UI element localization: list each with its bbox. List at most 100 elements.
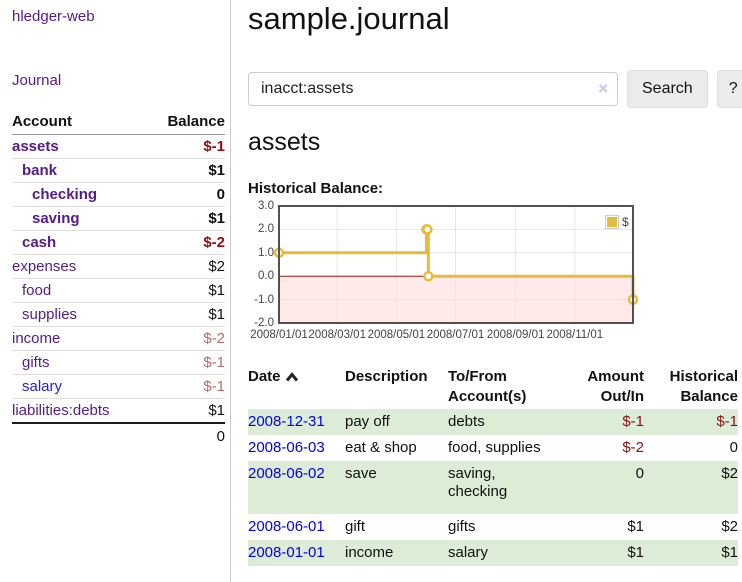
account-row: bank $1	[12, 158, 225, 183]
account-link[interactable]: supplies	[22, 306, 78, 323]
transaction-date-link[interactable]: 2008-06-02	[248, 465, 325, 482]
col-amount: Amount Out/In	[587, 368, 644, 405]
account-balance: $1	[145, 158, 225, 183]
account-link[interactable]: food	[22, 282, 52, 299]
account-balance: 0	[145, 182, 225, 207]
account-row: checking 0	[12, 182, 225, 207]
transaction-description: save	[345, 465, 377, 482]
transaction-accounts: food, supplies	[448, 439, 541, 456]
x-axis-tick-label: 2008/11/01	[546, 329, 604, 341]
chart-legend: $	[605, 215, 629, 229]
transaction-balance: $2	[721, 465, 738, 482]
chart-title: Historical Balance:	[248, 180, 384, 197]
account-link[interactable]: assets	[12, 138, 59, 155]
search-input[interactable]	[248, 72, 618, 106]
account-link[interactable]: expenses	[12, 258, 77, 275]
x-axis-tick-label: 2008/07/01	[426, 329, 485, 341]
sidebar-nav: Journal	[12, 72, 224, 90]
accounts-col-balance: Balance	[145, 110, 225, 135]
col-date-label: Date	[248, 368, 281, 385]
account-balance: $-1	[145, 134, 225, 159]
y-axis-tick-label: 3.0	[258, 200, 274, 212]
transaction-balance: 0	[729, 439, 738, 456]
transaction-row: 2008-06-01 gift gifts $1 $2	[248, 514, 738, 540]
transaction-date-link[interactable]: 2008-06-03	[248, 439, 325, 456]
account-heading: assets	[248, 128, 321, 156]
col-date[interactable]: Date	[248, 365, 345, 409]
account-link[interactable]: gifts	[22, 354, 50, 371]
account-link[interactable]: cash	[22, 234, 57, 251]
accounts-col-account: Account	[12, 110, 146, 135]
account-row: income $-2	[12, 326, 225, 351]
transaction-amount: $-2	[622, 439, 644, 456]
transaction-description: gift	[345, 518, 366, 535]
transaction-description: income	[345, 544, 394, 561]
account-link[interactable]: saving	[32, 210, 80, 227]
account-link[interactable]: income	[12, 330, 61, 347]
transaction-amount: $1	[627, 518, 644, 535]
x-axis-tick-label: 2008/09/01	[486, 329, 545, 341]
account-row: salary $-1	[12, 374, 225, 399]
account-balance: $-1	[145, 374, 225, 399]
account-link[interactable]: liabilities:debts	[12, 402, 110, 419]
register-body: 2008-12-31 pay off debts $-1 $-1 2008-06…	[248, 409, 738, 566]
register-header-row: Date Description To/From Account(s) Amou…	[248, 365, 738, 409]
account-balance: $-1	[145, 350, 225, 375]
y-axis-tick-label: 2.0	[258, 223, 274, 236]
account-link[interactable]: salary	[22, 378, 63, 395]
transaction-amount: 0	[635, 465, 644, 482]
transaction-balance: $2	[721, 518, 738, 535]
brand-link[interactable]: hledger-web	[12, 8, 95, 25]
col-tofrom: To/From Account(s)	[448, 368, 527, 405]
main-content: sample.journal × Search ? assets Histori…	[231, 0, 742, 582]
clear-search-icon[interactable]: ×	[598, 79, 608, 98]
transaction-date-link[interactable]: 2008-12-31	[248, 413, 325, 430]
transaction-amount: $-1	[622, 413, 644, 430]
account-link[interactable]: checking	[32, 186, 98, 203]
account-row: food $1	[12, 278, 225, 303]
accounts-total-row: 0	[12, 422, 225, 449]
transaction-accounts: saving, checking	[448, 465, 508, 500]
account-row: supplies $1	[12, 302, 225, 327]
x-axis-tick-label: 2008/01/01	[250, 329, 308, 341]
account-balance: $1	[145, 302, 225, 327]
transaction-amount: $1	[627, 544, 644, 561]
y-axis-tick-label: 1.0	[258, 246, 274, 259]
account-balance: $-2	[145, 230, 225, 255]
transaction-accounts: salary	[448, 544, 489, 561]
accounts-table: Account Balance assets $-1 bank $1	[12, 110, 225, 449]
y-axis-tick-label: -1.0	[254, 293, 274, 306]
chart-plot-area	[273, 205, 639, 324]
page-title: sample.journal	[248, 1, 450, 36]
register-table: Date Description To/From Account(s) Amou…	[248, 365, 738, 566]
x-axis-tick-label: 2008/05/01	[367, 329, 426, 341]
search-box: ×	[248, 72, 618, 106]
account-balance: $1	[145, 278, 225, 303]
account-row: liabilities:debts $1	[12, 398, 225, 424]
x-axis-tick-label: 2008/03/01	[308, 329, 366, 341]
transaction-row: 2008-06-02 save saving, checking 0 $2	[248, 461, 738, 514]
nav-journal[interactable]: Journal	[12, 72, 62, 89]
search-button[interactable]: Search	[627, 70, 708, 108]
transaction-date-link[interactable]: 2008-06-01	[248, 518, 325, 535]
help-button[interactable]: ?	[716, 70, 742, 108]
y-axis-tick-label: 0.0	[258, 270, 274, 283]
transaction-description: eat & shop	[345, 439, 417, 456]
sidebar: hledger-web Journal Account Balance asse…	[0, 0, 231, 582]
transaction-row: 2008-12-31 pay off debts $-1 $-1	[248, 409, 738, 435]
account-balance: $2	[145, 254, 225, 279]
account-row: gifts $-1	[12, 350, 225, 375]
account-link[interactable]: bank	[22, 162, 58, 179]
historical-balance-chart: $ 3.0 2.0 1.0 0.0 -1.0 -2.0 2008/01/01 2008/03/…	[248, 200, 678, 350]
account-row: expenses $2	[12, 254, 225, 279]
transaction-row: 2008-06-03 eat & shop food, supplies $-2…	[248, 435, 738, 461]
account-row: assets $-1	[12, 134, 225, 159]
series-color-swatch	[605, 215, 619, 229]
transaction-balance: $1	[721, 544, 738, 561]
account-balance: $1	[145, 206, 225, 231]
transaction-accounts: gifts	[448, 518, 476, 535]
transaction-balance: $-1	[716, 413, 738, 430]
transaction-row: 2008-01-01 income salary $1 $1	[248, 540, 738, 566]
transaction-date-link[interactable]: 2008-01-01	[248, 544, 325, 561]
